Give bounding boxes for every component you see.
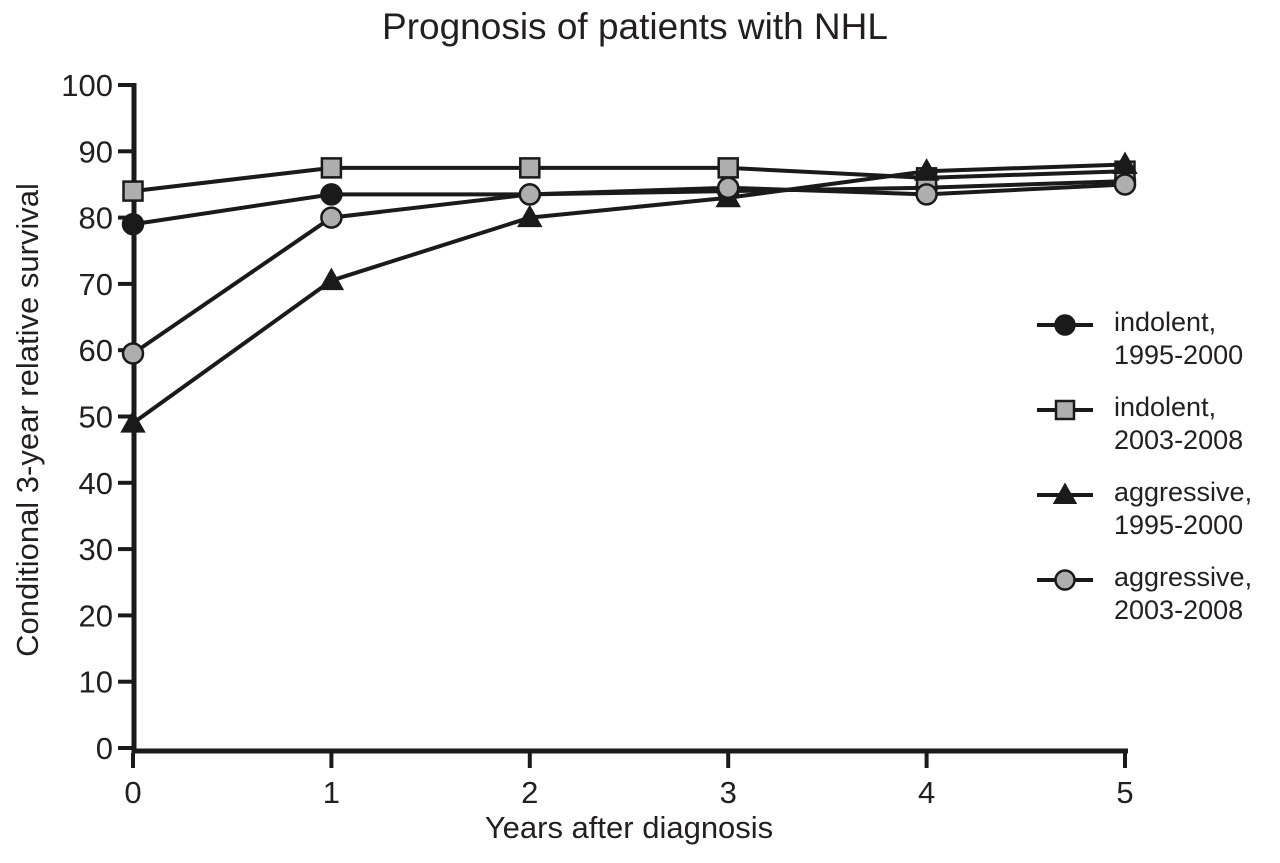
marker-triangle: [913, 158, 940, 181]
legend-label-line2: 2003-2008: [1114, 595, 1244, 625]
marker-circle: [320, 206, 343, 229]
y-tick-label: 100: [61, 68, 113, 103]
legend-label: aggressive, 2003-2008: [1114, 561, 1252, 627]
marker-circle: [121, 342, 145, 365]
legend-label: indolent, 2003-2008: [1114, 391, 1243, 457]
y-tick-label: 30: [79, 532, 113, 567]
y-tick-label: 80: [79, 201, 113, 236]
legend-label-line1: indolent,: [1114, 392, 1217, 422]
marker-circle: [915, 183, 938, 206]
marker-triangle: [120, 410, 146, 433]
series-aggressive-1995-2000: [120, 151, 1138, 433]
chart-title: Prognosis of patients with NHL: [382, 6, 888, 47]
y-tick-label: 40: [79, 466, 113, 501]
marker-square: [519, 157, 541, 179]
x-tick-label: 1: [323, 775, 340, 810]
x-tick-label: 4: [918, 775, 935, 810]
marker-square: [122, 180, 144, 202]
x-tick-label: 2: [521, 775, 538, 810]
series-indolent-1995-2000: [121, 169, 1137, 236]
series-line: [132, 179, 1126, 227]
legend-entry-aggressive-1995: aggressive, 1995-2000: [1036, 476, 1252, 542]
x-tick-label: 3: [720, 775, 737, 810]
marker-circle: [121, 212, 145, 236]
series-line: [131, 182, 1126, 356]
legend-label-line1: indolent,: [1114, 307, 1217, 337]
legend-entry-indolent-1995: indolent, 1995-2000: [1036, 306, 1252, 372]
marker-circle: [1054, 314, 1076, 336]
legend-label: indolent, 1995-2000: [1114, 306, 1243, 372]
legend-marker-gray-square-icon: [1037, 399, 1093, 421]
legend-label-line2: 1995-2000: [1114, 340, 1244, 370]
marker-square: [320, 157, 343, 179]
series-aggressive-2003-2008: [121, 173, 1137, 365]
series-line: [131, 162, 1126, 425]
marker-square: [717, 157, 739, 179]
marker-triangle: [318, 267, 345, 291]
x-tick-label: 0: [124, 775, 141, 810]
marker-circle: [1113, 173, 1137, 196]
legend-label-line2: 2003-2008: [1114, 425, 1244, 455]
y-tick-label: 70: [79, 267, 113, 302]
marker-triangle: [1112, 151, 1138, 175]
y-tick-label: 0: [96, 731, 113, 766]
x-axis-title: Years after diagnosis: [484, 810, 774, 845]
y-tick-label: 60: [79, 333, 113, 368]
series-line: [132, 165, 1126, 194]
legend-entry-aggressive-2003: aggressive, 2003-2008: [1036, 561, 1252, 627]
legend-label-line1: aggressive,: [1114, 477, 1253, 507]
marker-triangle: [1052, 482, 1078, 504]
legend-marker-black-circle-icon: [1037, 314, 1093, 336]
legend-marker-black-triangle-icon: [1037, 482, 1093, 504]
legend-marker-gray-circle-icon: [1037, 569, 1093, 591]
legend-label: aggressive, 1995-2000: [1114, 476, 1252, 542]
x-tick-label: 5: [1116, 775, 1133, 810]
y-tick-label: 50: [79, 400, 113, 435]
y-tick-label: 20: [79, 598, 113, 633]
marker-circle: [518, 183, 542, 206]
legend: indolent, 1995-2000 indolent, 2003-2008 …: [1036, 306, 1252, 646]
marker-square: [1054, 399, 1076, 421]
marker-circle: [716, 176, 740, 200]
legend-label-line1: aggressive,: [1114, 562, 1253, 592]
marker-circle: [1054, 569, 1076, 591]
y-tick-label: 90: [79, 134, 113, 169]
y-tick-label: 10: [79, 665, 113, 700]
legend-entry-indolent-2003: indolent, 2003-2008: [1036, 391, 1252, 457]
marker-circle: [320, 183, 343, 206]
marker-triangle: [517, 204, 543, 228]
legend-label-line2: 1995-2000: [1114, 510, 1244, 540]
